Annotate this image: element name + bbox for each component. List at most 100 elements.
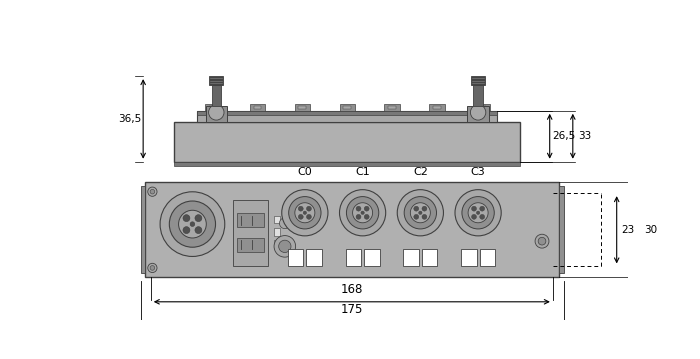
Bar [174, 122, 521, 162]
Circle shape [148, 187, 157, 196]
Text: C3: C3 [470, 167, 486, 177]
Bar [364, 249, 379, 266]
Circle shape [279, 240, 291, 252]
Circle shape [422, 206, 427, 211]
Bar [478, 106, 486, 109]
Circle shape [195, 227, 202, 234]
Bar [473, 85, 483, 106]
Bar [433, 106, 441, 109]
Bar [174, 162, 521, 165]
Circle shape [307, 206, 312, 211]
Circle shape [148, 263, 157, 272]
Bar [389, 106, 396, 109]
Circle shape [410, 203, 430, 223]
Bar [211, 85, 221, 106]
Circle shape [364, 206, 369, 211]
Bar [403, 249, 419, 266]
Circle shape [535, 234, 549, 248]
Circle shape [356, 214, 361, 219]
Circle shape [477, 211, 480, 214]
Bar [340, 104, 355, 111]
Circle shape [414, 206, 419, 211]
Circle shape [472, 206, 477, 211]
Circle shape [279, 218, 290, 229]
Bar [384, 104, 400, 111]
Bar [468, 106, 489, 122]
Circle shape [480, 214, 484, 219]
Circle shape [209, 105, 224, 120]
Text: C1: C1 [355, 167, 370, 177]
Circle shape [307, 214, 312, 219]
Circle shape [468, 203, 488, 223]
Bar [307, 249, 322, 266]
Text: C0: C0 [298, 167, 312, 177]
Bar [204, 104, 220, 111]
Bar [559, 186, 564, 273]
Circle shape [303, 211, 307, 214]
Circle shape [150, 190, 155, 194]
Circle shape [470, 105, 486, 120]
Bar [295, 104, 310, 111]
Bar [298, 106, 306, 109]
Bar [250, 104, 265, 111]
Circle shape [356, 206, 361, 211]
Circle shape [288, 197, 321, 229]
Bar [145, 182, 559, 277]
Text: 33: 33 [578, 131, 591, 141]
Bar [209, 76, 223, 85]
Bar [422, 249, 438, 266]
Text: 168: 168 [341, 283, 363, 296]
Text: C2: C2 [413, 167, 428, 177]
Bar [274, 240, 280, 248]
Circle shape [414, 214, 419, 219]
Bar [233, 200, 268, 266]
Bar [274, 215, 280, 223]
Text: 23: 23 [621, 225, 634, 235]
Bar [141, 186, 145, 273]
Circle shape [281, 190, 328, 236]
Circle shape [353, 203, 372, 223]
Circle shape [422, 214, 427, 219]
Text: 30: 30 [644, 225, 657, 235]
Circle shape [364, 214, 369, 219]
Bar [253, 106, 261, 109]
Circle shape [361, 211, 364, 214]
Circle shape [480, 206, 484, 211]
Bar [344, 106, 351, 109]
Circle shape [183, 215, 190, 222]
Circle shape [274, 236, 295, 257]
Text: 175: 175 [341, 303, 363, 316]
Circle shape [419, 211, 422, 214]
Bar [237, 213, 264, 227]
Circle shape [398, 190, 444, 236]
Circle shape [455, 190, 501, 236]
Circle shape [404, 197, 437, 229]
Circle shape [190, 222, 195, 227]
Circle shape [538, 237, 546, 245]
Bar [471, 76, 485, 85]
Bar [288, 249, 303, 266]
Circle shape [346, 197, 379, 229]
Circle shape [160, 192, 225, 256]
Circle shape [295, 203, 315, 223]
Bar [197, 111, 497, 115]
Bar [480, 249, 495, 266]
Circle shape [462, 197, 494, 229]
Bar [475, 104, 490, 111]
Circle shape [150, 266, 155, 270]
Circle shape [472, 214, 477, 219]
Circle shape [340, 190, 386, 236]
Circle shape [169, 201, 216, 247]
Circle shape [195, 215, 202, 222]
Bar [274, 228, 280, 236]
Bar [197, 111, 497, 122]
Bar [237, 238, 264, 252]
Bar [209, 106, 216, 109]
Bar [206, 106, 227, 122]
Bar [461, 249, 477, 266]
Bar [346, 249, 361, 266]
Circle shape [298, 206, 303, 211]
Text: 26,5: 26,5 [552, 131, 575, 141]
Circle shape [183, 227, 190, 234]
Text: 36,5: 36,5 [118, 114, 141, 124]
